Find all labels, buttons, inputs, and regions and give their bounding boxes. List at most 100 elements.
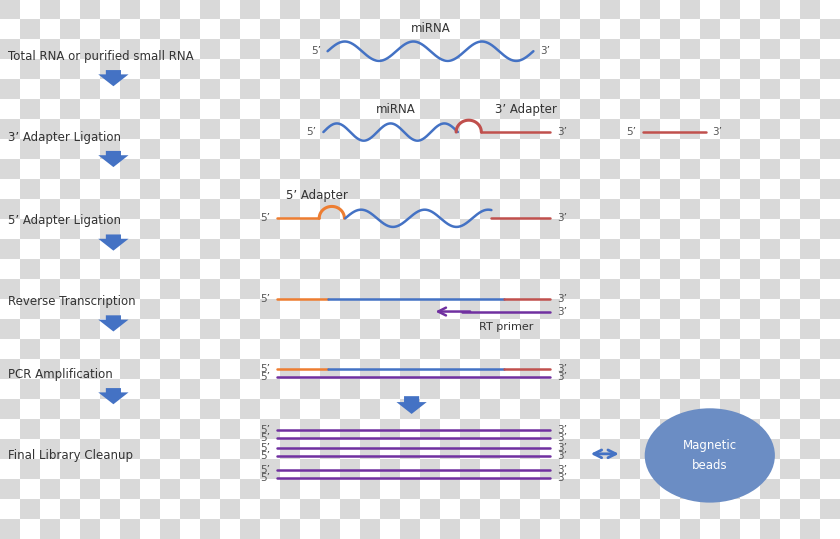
Bar <box>320 179 340 199</box>
FancyArrow shape <box>98 234 129 251</box>
Bar <box>540 499 560 519</box>
Bar <box>520 259 540 279</box>
Bar <box>320 419 340 439</box>
Bar <box>480 139 500 159</box>
Bar <box>100 179 120 199</box>
Bar <box>120 159 140 179</box>
Bar <box>40 119 60 139</box>
Bar <box>160 459 180 479</box>
Bar <box>500 239 520 259</box>
Bar <box>620 299 640 319</box>
Bar <box>680 359 700 379</box>
Bar <box>40 319 60 339</box>
Bar <box>700 179 720 199</box>
Bar <box>360 0 380 19</box>
Bar <box>400 19 420 39</box>
Bar <box>740 99 760 119</box>
Bar <box>60 519 80 539</box>
Bar <box>100 379 120 399</box>
Bar <box>560 479 580 499</box>
Bar <box>620 319 640 339</box>
Bar <box>340 399 360 419</box>
Bar <box>260 59 280 79</box>
Bar <box>800 119 820 139</box>
Bar <box>320 399 340 419</box>
Bar <box>160 439 180 459</box>
Bar <box>80 339 100 359</box>
Bar <box>240 499 260 519</box>
Bar <box>340 219 360 239</box>
Bar <box>200 139 220 159</box>
Bar <box>380 139 400 159</box>
FancyArrow shape <box>98 70 129 86</box>
Bar <box>240 99 260 119</box>
Bar <box>760 179 780 199</box>
Bar <box>440 419 460 439</box>
Bar <box>420 259 440 279</box>
Bar <box>800 99 820 119</box>
Bar <box>540 439 560 459</box>
Bar <box>340 359 360 379</box>
Bar <box>20 279 40 299</box>
Bar <box>420 59 440 79</box>
Bar <box>240 459 260 479</box>
Bar <box>560 139 580 159</box>
Bar <box>180 179 200 199</box>
Text: 5’: 5’ <box>260 473 270 482</box>
Bar <box>560 279 580 299</box>
Bar <box>60 139 80 159</box>
Bar <box>520 239 540 259</box>
Text: 3’: 3’ <box>712 127 722 137</box>
Bar <box>80 59 100 79</box>
Bar <box>240 419 260 439</box>
Bar <box>460 119 480 139</box>
Bar <box>540 159 560 179</box>
Bar <box>200 119 220 139</box>
Bar <box>820 479 840 499</box>
Bar <box>320 319 340 339</box>
Bar <box>220 439 240 459</box>
Bar <box>520 279 540 299</box>
Bar <box>580 519 600 539</box>
Bar <box>760 359 780 379</box>
Bar <box>580 239 600 259</box>
Bar <box>240 279 260 299</box>
Bar <box>300 379 320 399</box>
Bar <box>40 479 60 499</box>
Bar <box>540 299 560 319</box>
Bar <box>800 499 820 519</box>
Bar <box>700 339 720 359</box>
Bar <box>300 159 320 179</box>
Bar <box>740 359 760 379</box>
Bar <box>0 179 20 199</box>
Bar <box>420 499 440 519</box>
Bar <box>80 299 100 319</box>
Bar <box>100 459 120 479</box>
Bar <box>480 159 500 179</box>
Bar <box>60 79 80 99</box>
Bar <box>300 79 320 99</box>
Bar <box>260 179 280 199</box>
Bar <box>380 179 400 199</box>
Bar <box>160 239 180 259</box>
Bar <box>120 259 140 279</box>
Bar <box>680 479 700 499</box>
Bar <box>780 399 800 419</box>
Bar <box>700 259 720 279</box>
Bar <box>20 239 40 259</box>
Bar <box>680 59 700 79</box>
Bar <box>660 59 680 79</box>
Bar <box>640 139 660 159</box>
Bar <box>360 439 380 459</box>
Bar <box>120 0 140 19</box>
Bar <box>20 319 40 339</box>
Bar <box>420 39 440 59</box>
Bar <box>320 239 340 259</box>
Bar <box>680 319 700 339</box>
Bar <box>600 319 620 339</box>
Bar <box>0 0 20 19</box>
Bar <box>780 159 800 179</box>
Bar <box>780 39 800 59</box>
Bar <box>380 159 400 179</box>
Bar <box>320 459 340 479</box>
